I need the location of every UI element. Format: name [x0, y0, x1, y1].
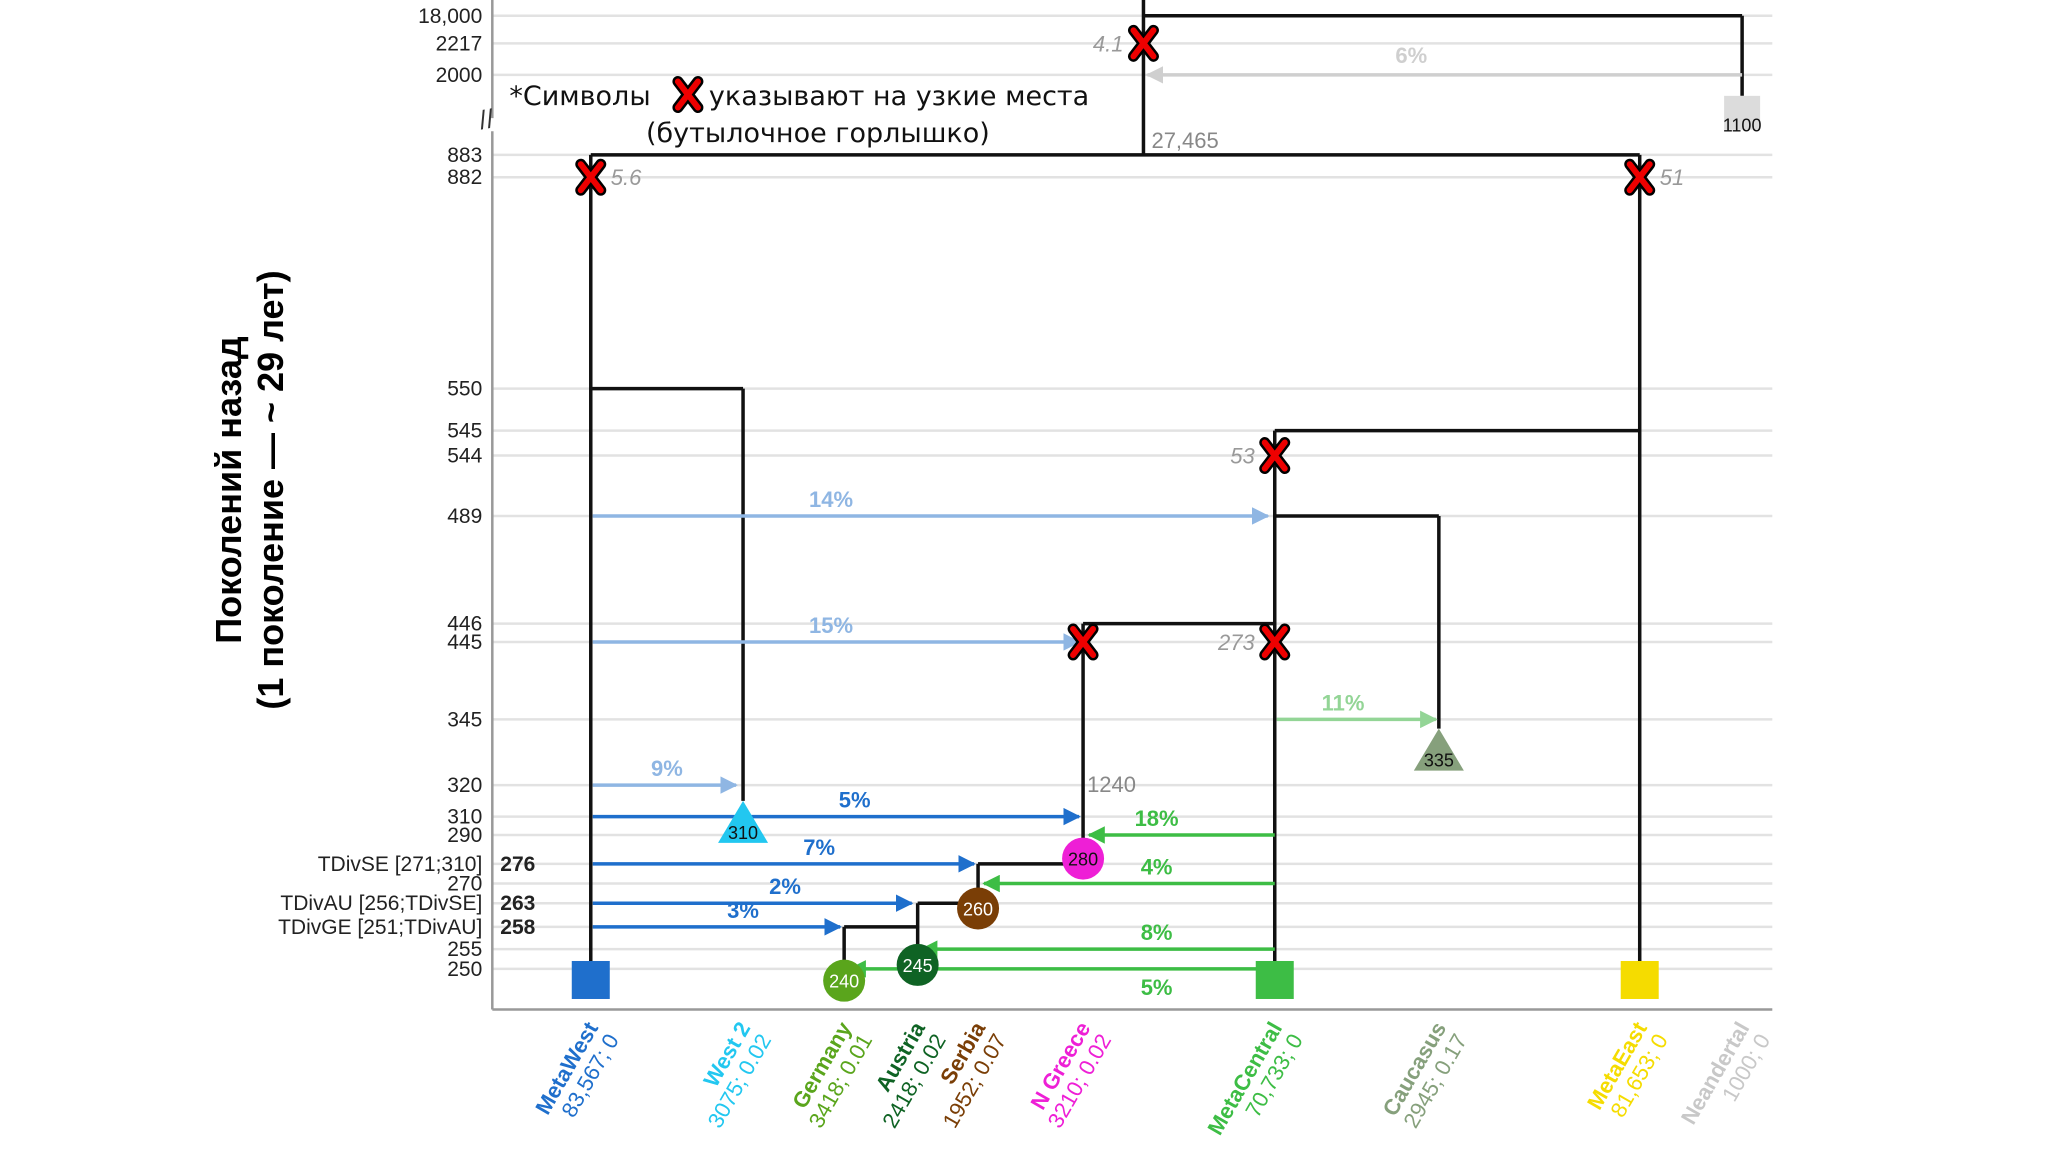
metawest-square-node: [571, 960, 610, 999]
y-tick-label: 250: [447, 958, 482, 981]
note-line1-suffix: указывают на узкие места: [709, 81, 1089, 112]
west2-triangle-node: [718, 800, 769, 843]
inferred-tick-label: TDivAU [256;TDivSE]: [280, 892, 482, 915]
y-tick-label: 446: [447, 613, 482, 636]
admixture-percent-label: 14%: [809, 487, 853, 512]
neandertal-node-label: 1100: [1723, 115, 1762, 135]
admixture-percent-label: 18%: [1135, 806, 1179, 831]
y-tick-label: 345: [447, 708, 482, 731]
inferred-tick-value: 263: [500, 892, 535, 915]
admixture-percent-label: 5%: [1141, 975, 1173, 1000]
admixture-percent-label: 9%: [651, 756, 683, 781]
bottleneck-size-label: 273: [1217, 630, 1255, 655]
bottleneck-x-icon: [575, 158, 607, 196]
branch-size-label: 27,465: [1151, 128, 1218, 153]
neandertal-node: [1724, 95, 1761, 130]
y-tick-label: 489: [447, 505, 482, 528]
x-fill: [674, 78, 701, 111]
austria-node-label: 245: [903, 956, 933, 976]
admixture-percent-label: 5%: [839, 788, 871, 813]
ngreece-node-label: 280: [1068, 850, 1098, 870]
serbia-circle-node: [957, 887, 1000, 930]
note-line2: (бутылочное горлышко): [646, 118, 990, 149]
y-tick-label: 544: [447, 445, 482, 468]
y-tick-label: 2000: [436, 64, 483, 87]
y-tick-label: 290: [447, 824, 482, 847]
bottleneck-x-icon: [1127, 24, 1159, 62]
bottleneck-x-icon: [1259, 623, 1291, 661]
note-line1-prefix: *Символы: [509, 81, 650, 112]
ngreece-circle-node: [1062, 837, 1105, 880]
bottleneck-x-icon: [1624, 158, 1656, 196]
serbia-node-label: 260: [963, 899, 993, 919]
x-fill: [1261, 625, 1288, 658]
inferred-tick-label: TDivSE [271;310]: [318, 853, 483, 876]
caucasus-node-label: 335: [1424, 751, 1454, 771]
admixture-percent-label: 15%: [809, 613, 853, 638]
bottleneck-x-icon: [1259, 437, 1291, 475]
inferred-tick-label: TDivGE [251;TDivAU]: [278, 916, 482, 939]
y-tick-label: 2217: [436, 32, 483, 55]
y-tick-label: 882: [447, 166, 482, 189]
west2-node-label: 310: [728, 823, 758, 843]
caucasus-triangle-node: [1413, 728, 1464, 771]
y-tick-label: 270: [447, 873, 482, 896]
x-fill: [1626, 161, 1653, 194]
y-tick-label: 545: [447, 420, 482, 443]
inferred-tick-value: 258: [500, 916, 535, 939]
admixture-percent-label: 11%: [1322, 690, 1365, 715]
bottleneck-x-icon: [672, 76, 704, 114]
y-tick-label: 550: [447, 378, 482, 401]
metaeast-square-node: [1620, 960, 1659, 999]
admixture-percent-label: 7%: [803, 835, 835, 860]
branch-size-label: 1240: [1087, 772, 1136, 797]
y-tick-label: 320: [447, 774, 482, 797]
x-fill: [577, 161, 604, 194]
bottleneck-size-label: 51: [1660, 165, 1684, 190]
germany-node-label: 240: [829, 972, 859, 992]
bottleneck-size-label: 5.6: [611, 165, 642, 190]
bottleneck-size-label: 53: [1230, 444, 1255, 469]
metacentral-square-node: [1255, 960, 1294, 999]
y-tick-label: 883: [447, 144, 482, 167]
admixture-percent-label: 3%: [727, 898, 759, 923]
inferred-tick-value: 276: [500, 853, 535, 876]
admixture-percent-label: 4%: [1141, 855, 1173, 880]
y-tick-label: 310: [447, 806, 482, 829]
admixture-percent-label: 2%: [769, 874, 801, 899]
x-fill: [1070, 625, 1097, 658]
austria-circle-node: [896, 943, 939, 986]
germany-circle-node: [823, 959, 866, 1002]
y-tick-label: 445: [447, 631, 482, 654]
x-fill: [1130, 27, 1157, 60]
x-fill: [1261, 439, 1288, 472]
admixture-percent-label: 8%: [1141, 920, 1173, 945]
admixture-percent-label: 6%: [1395, 43, 1427, 68]
y-tick-label: 18,000: [418, 5, 482, 28]
y-tick-label: 255: [447, 938, 482, 961]
bottleneck-size-label: 4.1: [1093, 31, 1124, 56]
axis-break-icon: //: [477, 103, 497, 135]
bottleneck-x-icon: [1067, 623, 1099, 661]
